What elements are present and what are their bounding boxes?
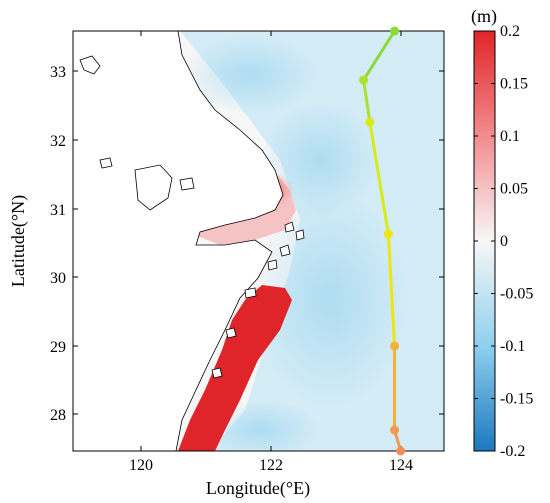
y-axis-title: Latitude(°N) (8, 195, 29, 287)
map-field (73, 31, 444, 451)
y-tick-label: 28 (50, 407, 66, 424)
x-axis-title: Longitude(°E) (206, 478, 310, 499)
y-tick-label: 30 (50, 270, 66, 287)
map-frame (72, 30, 445, 452)
positive-surge-coast (178, 285, 292, 451)
y-tick-label: 32 (50, 133, 66, 150)
colorbar-tick-label: 0.05 (500, 181, 528, 198)
colorbar-tick-label: -0.15 (500, 391, 533, 408)
track-segment (368, 121, 390, 235)
colorbar-tick-label: -0.2 (500, 443, 525, 460)
y-tick-label: 33 (50, 64, 66, 81)
track-point (365, 117, 375, 127)
colorbar-tick-label: 0.15 (500, 76, 528, 93)
track-point (396, 446, 406, 456)
track-segment (386, 233, 397, 347)
colorbar-ticks: 0.2 0.15 0.1 0.05 0 -0.05 -0.1 -0.15 -0.2 (474, 23, 533, 460)
x-tick-label: 124 (389, 457, 413, 474)
track-point (390, 425, 400, 435)
colorbar-tick-label: 0 (500, 233, 508, 250)
colorbar-tick-label: -0.05 (500, 286, 533, 303)
x-tick-label: 120 (129, 457, 153, 474)
x-tick-label: 122 (259, 457, 283, 474)
typhoon-track (359, 26, 406, 456)
y-tick-label: 29 (50, 339, 66, 356)
axis-ticks (73, 31, 444, 451)
colorbar-tick-label: -0.1 (500, 338, 525, 355)
land-mainland (73, 31, 284, 451)
track-point (383, 229, 393, 239)
track-point (390, 341, 400, 351)
y-tick-label: 31 (50, 202, 66, 219)
track-point (390, 26, 400, 36)
colorbar-unit: (m) (471, 6, 497, 27)
island-group (79, 55, 305, 379)
colorbar-tick-label: 0.2 (500, 23, 520, 40)
colorbar: (m) 0.2 0.15 0.1 0.05 0 -0.05 -0.1 -0.15 -0.2 (471, 6, 533, 460)
track-point (359, 75, 369, 85)
track-segment (362, 30, 396, 81)
colorbar-tick-label: 0.1 (500, 128, 520, 145)
track-segment (362, 79, 372, 123)
